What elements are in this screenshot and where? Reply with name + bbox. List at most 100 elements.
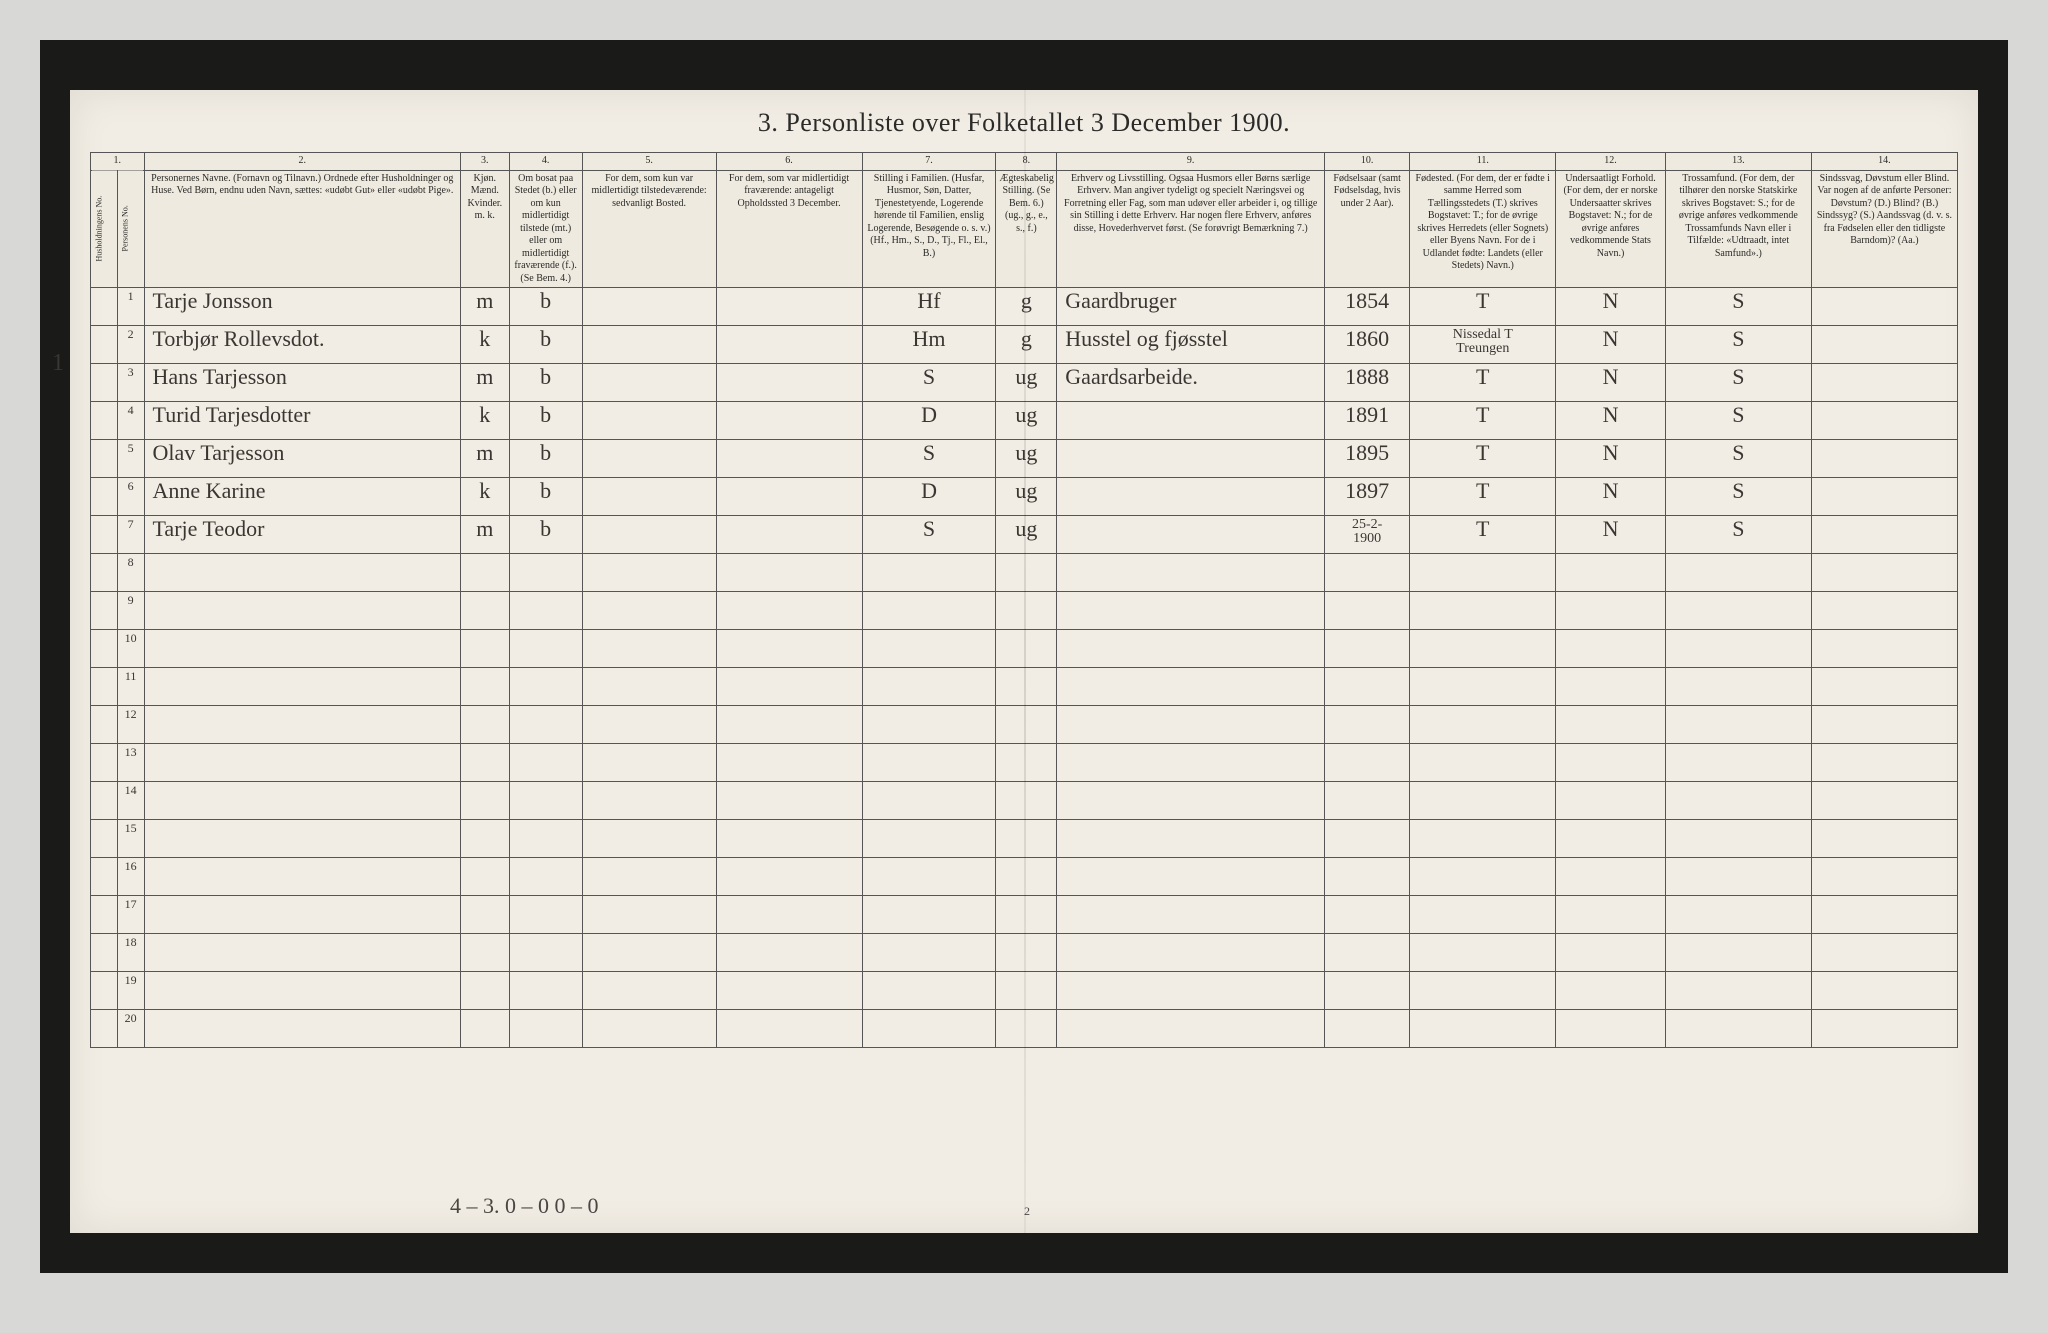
colnum-11: 11. <box>1410 153 1556 171</box>
cell-c6 <box>716 288 862 326</box>
cell-c13: S <box>1665 402 1811 440</box>
cell-c9: Gaardbruger <box>1057 288 1325 326</box>
colnum-8: 8. <box>996 153 1057 171</box>
cell-sex: m <box>460 440 509 478</box>
cell-c6 <box>716 440 862 478</box>
cell-hhno <box>91 554 118 592</box>
cell-c13: S <box>1665 364 1811 402</box>
cell-pno: 13 <box>117 744 144 782</box>
cell-pno: 10 <box>117 630 144 668</box>
cell-c13: S <box>1665 326 1811 364</box>
colnum-7: 7. <box>862 153 996 171</box>
cell-c7: D <box>862 402 996 440</box>
cell-c8: ug <box>996 516 1057 554</box>
cell-hhno <box>91 516 118 554</box>
cell-hhno <box>91 820 118 858</box>
cell-c7: S <box>862 364 996 402</box>
cell-name: Tarje Teodor <box>144 516 460 554</box>
cell-c9: Husstel og fjøsstel <box>1057 326 1325 364</box>
cell-pno: 5 <box>117 440 144 478</box>
cell-c14 <box>1811 288 1957 326</box>
cell-hhno <box>91 706 118 744</box>
cell-c12: N <box>1556 440 1666 478</box>
cell-hhno <box>91 288 118 326</box>
cell-pno: 14 <box>117 782 144 820</box>
cell-hhno <box>91 668 118 706</box>
cell-pno: 6 <box>117 478 144 516</box>
cell-pno: 2 <box>117 326 144 364</box>
hdr-c12: Undersaatligt Forhold. (For dem, der er … <box>1556 170 1666 288</box>
colnum-4: 4. <box>509 153 582 171</box>
cell-pno: 8 <box>117 554 144 592</box>
cell-res: b <box>509 478 582 516</box>
cell-c10: 1895 <box>1325 440 1410 478</box>
cell-pno: 4 <box>117 402 144 440</box>
cell-pno: 20 <box>117 1010 144 1048</box>
cell-c9: Gaardsarbeide. <box>1057 364 1325 402</box>
colnum-14: 14. <box>1811 153 1957 171</box>
colnum-6: 6. <box>716 153 862 171</box>
cell-c7: Hm <box>862 326 996 364</box>
colnum-10: 10. <box>1325 153 1410 171</box>
hdr-name: Personernes Navne. (Fornavn og Tilnavn.)… <box>144 170 460 288</box>
cell-c14 <box>1811 364 1957 402</box>
cell-pno: 17 <box>117 896 144 934</box>
cell-pno: 7 <box>117 516 144 554</box>
hdr-c11: Fødested. (For dem, der er fødte i samme… <box>1410 170 1556 288</box>
cell-res: b <box>509 364 582 402</box>
colnum-1: 1. <box>91 153 145 171</box>
hdr-c8: Ægteskabelig Stilling. (Se Bem. 6.) (ug.… <box>996 170 1057 288</box>
cell-c8: g <box>996 288 1057 326</box>
cell-hhno <box>91 326 118 364</box>
cell-c12: N <box>1556 288 1666 326</box>
cell-c8: ug <box>996 478 1057 516</box>
cell-name: Tarje Jonsson <box>144 288 460 326</box>
cell-c5 <box>582 364 716 402</box>
cell-hhno <box>91 478 118 516</box>
cell-c6 <box>716 402 862 440</box>
cell-c8: ug <box>996 440 1057 478</box>
cell-c13: S <box>1665 288 1811 326</box>
cell-pno: 15 <box>117 820 144 858</box>
cell-c12: N <box>1556 364 1666 402</box>
cell-c12: N <box>1556 326 1666 364</box>
cell-pno: 18 <box>117 934 144 972</box>
cell-sex: k <box>460 478 509 516</box>
cell-sex: m <box>460 516 509 554</box>
colnum-12: 12. <box>1556 153 1666 171</box>
colnum-2: 2. <box>144 153 460 171</box>
cell-c8: g <box>996 326 1057 364</box>
cell-hhno <box>91 934 118 972</box>
colnum-3: 3. <box>460 153 509 171</box>
cell-c10: 1860 <box>1325 326 1410 364</box>
cell-name: Torbjør Rollevsdot. <box>144 326 460 364</box>
cell-c11: Nissedal T Treungen <box>1410 326 1556 364</box>
cell-c10: 1897 <box>1325 478 1410 516</box>
cell-c5 <box>582 326 716 364</box>
cell-c6 <box>716 516 862 554</box>
cell-c11: T <box>1410 516 1556 554</box>
cell-c11: T <box>1410 440 1556 478</box>
cell-c5 <box>582 288 716 326</box>
hdr-res: Om bosat paa Stedet (b.) eller om kun mi… <box>509 170 582 288</box>
cell-c5 <box>582 478 716 516</box>
cell-name: Turid Tarjesdotter <box>144 402 460 440</box>
cell-c11: T <box>1410 402 1556 440</box>
cell-c12: N <box>1556 516 1666 554</box>
cell-c11: T <box>1410 364 1556 402</box>
cell-pno: 3 <box>117 364 144 402</box>
cell-c10: 1888 <box>1325 364 1410 402</box>
cell-pno: 19 <box>117 972 144 1010</box>
hdr-pno: Personens No. <box>117 170 144 288</box>
cell-c6 <box>716 364 862 402</box>
cell-hhno <box>91 744 118 782</box>
cell-pno: 9 <box>117 592 144 630</box>
colnum-13: 13. <box>1665 153 1811 171</box>
cell-c10: 1891 <box>1325 402 1410 440</box>
hdr-c13: Trossamfund. (For dem, der tilhører den … <box>1665 170 1811 288</box>
cell-hhno <box>91 858 118 896</box>
hdr-c14: Sindssvag, Døvstum eller Blind. Var noge… <box>1811 170 1957 288</box>
cell-hhno <box>91 1010 118 1048</box>
cell-pno: 11 <box>117 668 144 706</box>
cell-c13: S <box>1665 478 1811 516</box>
